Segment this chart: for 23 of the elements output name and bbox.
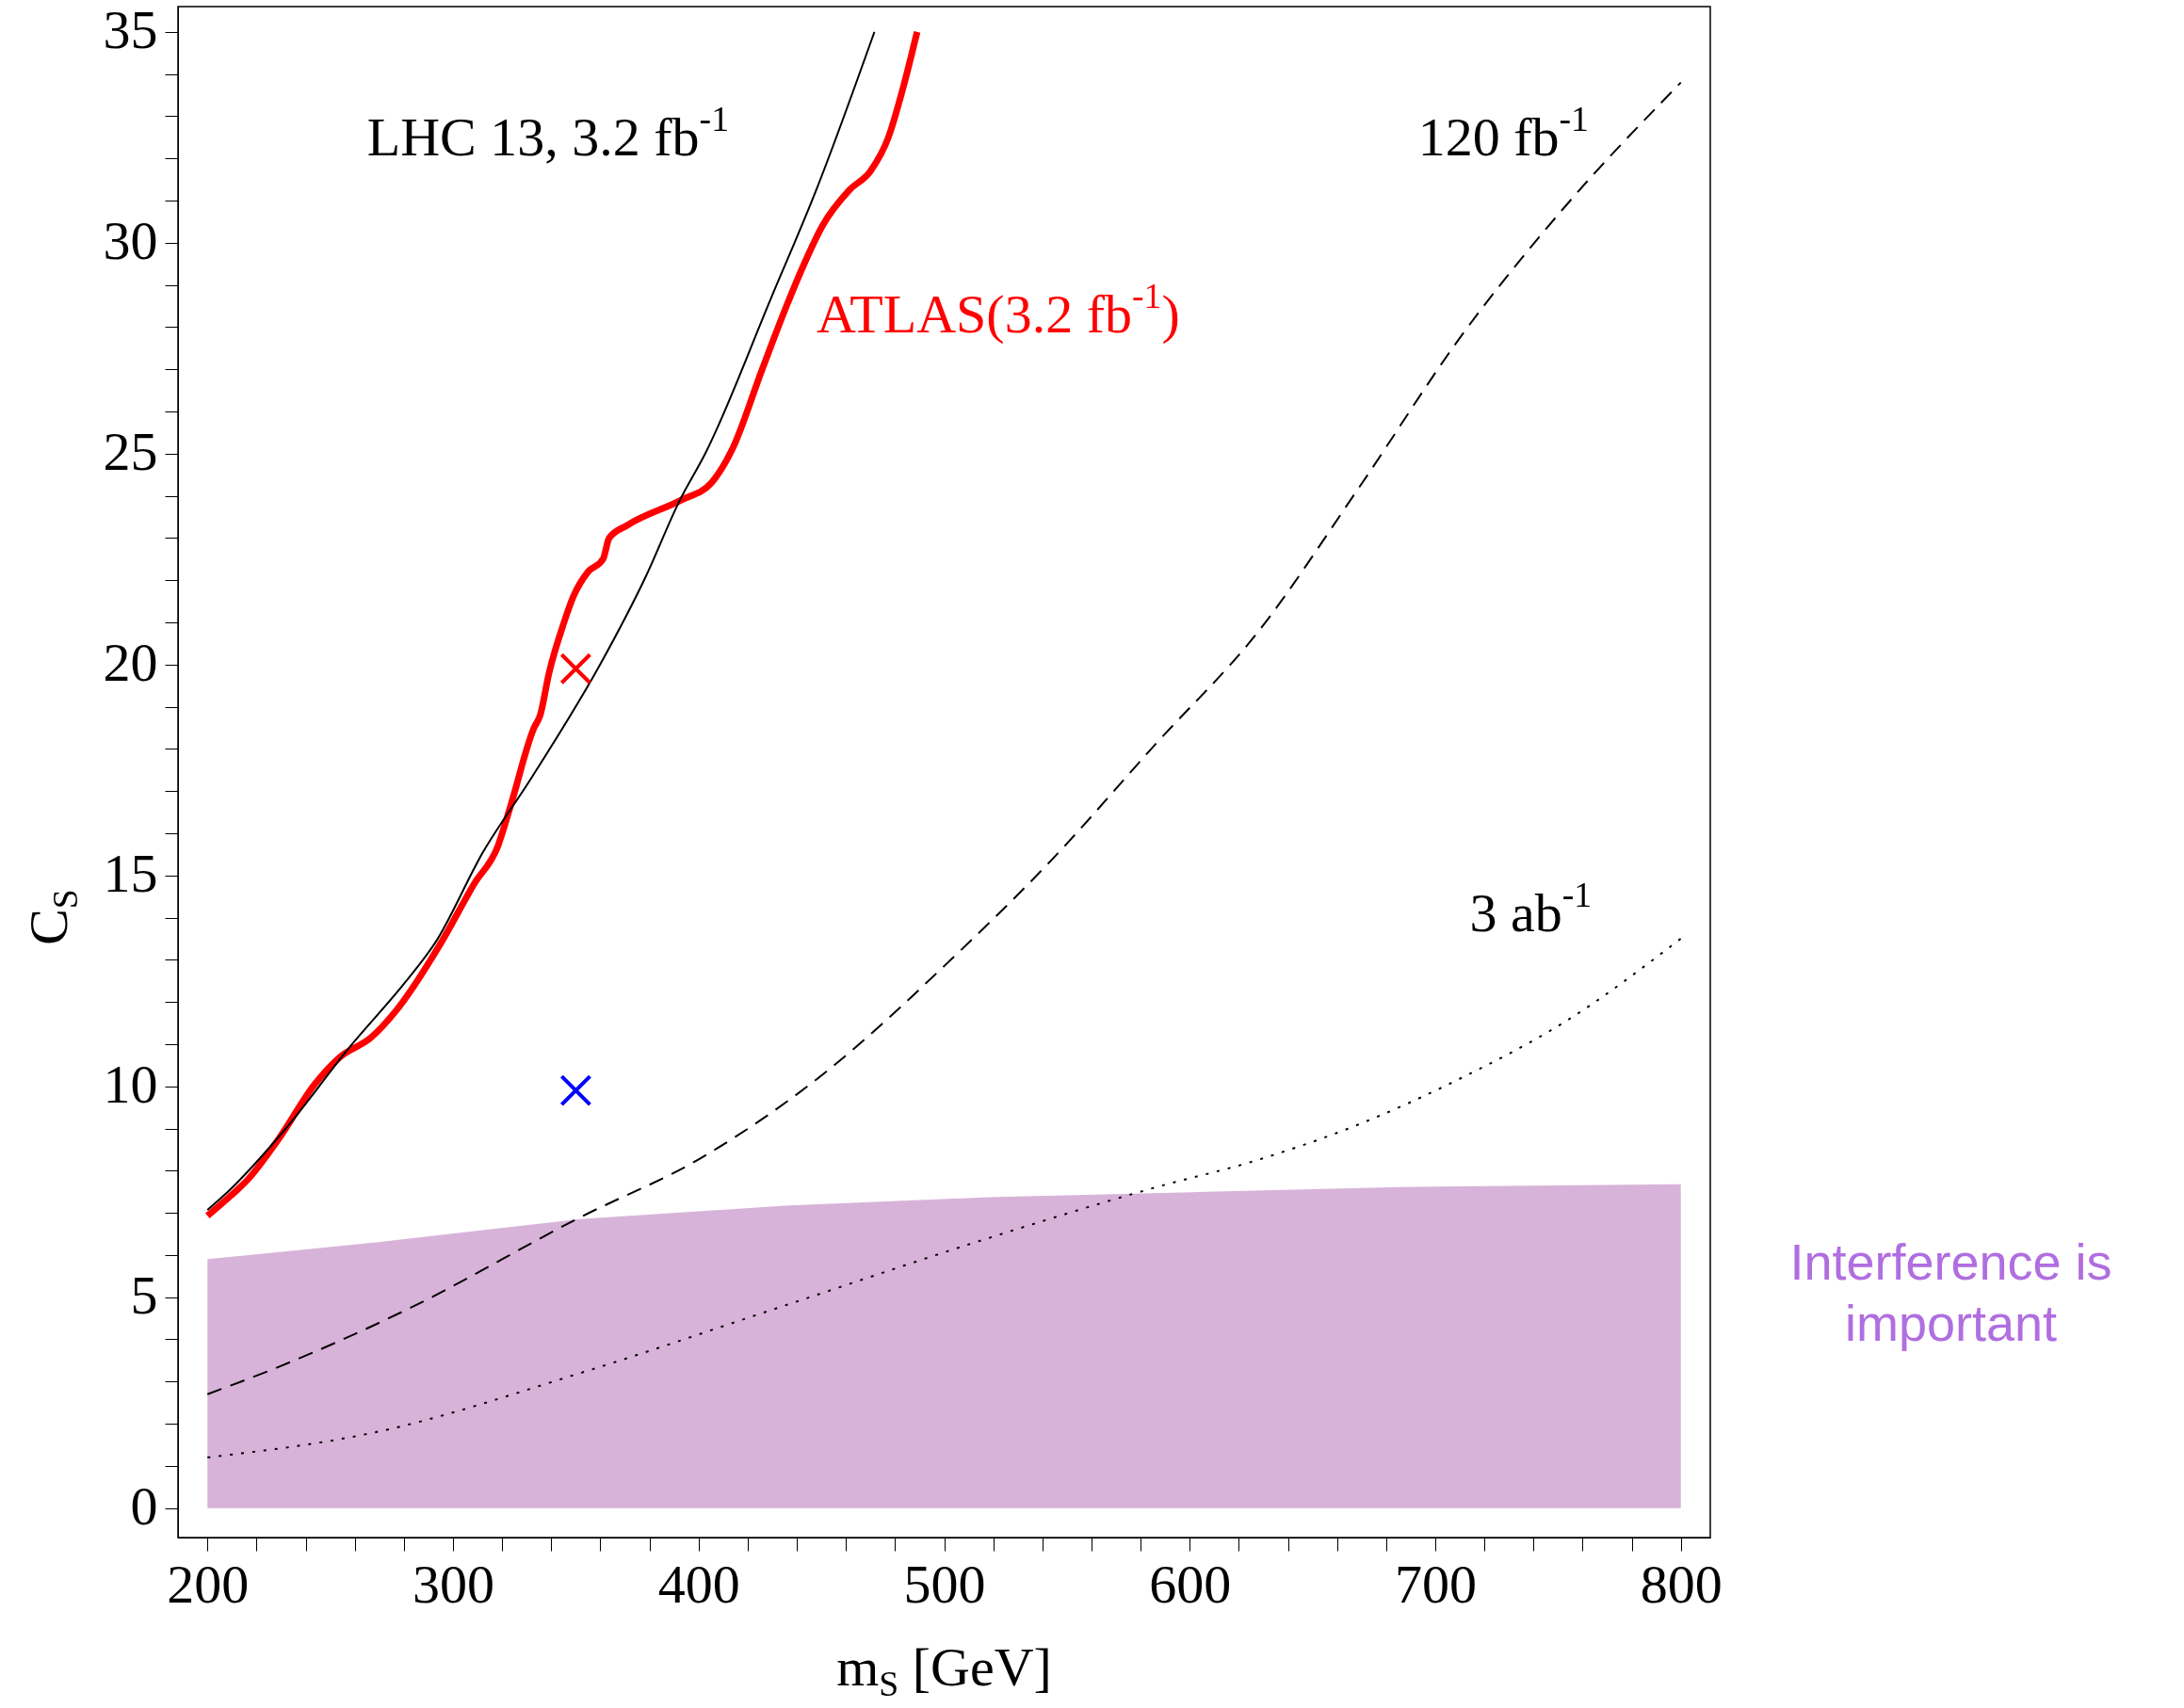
series-label: ATLAS(3.2 fb$^{-1}$) bbox=[816, 275, 1180, 345]
x-tick-label: 200 bbox=[167, 1553, 250, 1615]
x-tick-label: 700 bbox=[1394, 1553, 1477, 1615]
text: Interference is important bbox=[1788, 1233, 2113, 1354]
series-label: 3 ab$^{-1}$ bbox=[1469, 874, 1593, 944]
x-tick-label: 400 bbox=[657, 1553, 740, 1615]
x-tick-label: 800 bbox=[1640, 1553, 1723, 1615]
y-tick-label: 10 bbox=[103, 1054, 158, 1116]
x-tick-label: 500 bbox=[903, 1553, 986, 1615]
x-axis-title: m$_{S}$ [GeV] bbox=[836, 1636, 1052, 1704]
y-tick-label: 15 bbox=[103, 843, 158, 905]
line-series bbox=[206, 81, 1682, 1395]
y-tick-label: 25 bbox=[103, 421, 158, 483]
y-tick-label: 0 bbox=[130, 1475, 158, 1538]
y-tick-label: 30 bbox=[103, 210, 158, 272]
series-label: 120 fb$^{-1}$ bbox=[1417, 98, 1589, 168]
y-tick-label: 35 bbox=[103, 0, 158, 61]
y-tick-label: 5 bbox=[130, 1265, 158, 1327]
line-series bbox=[206, 937, 1682, 1458]
x-tick-label: 300 bbox=[413, 1553, 495, 1615]
x-tick-label: 600 bbox=[1149, 1553, 1232, 1615]
y-tick-label: 20 bbox=[103, 632, 158, 694]
series-label: LHC 13, 3.2 fb$^{-1}$ bbox=[366, 98, 729, 168]
